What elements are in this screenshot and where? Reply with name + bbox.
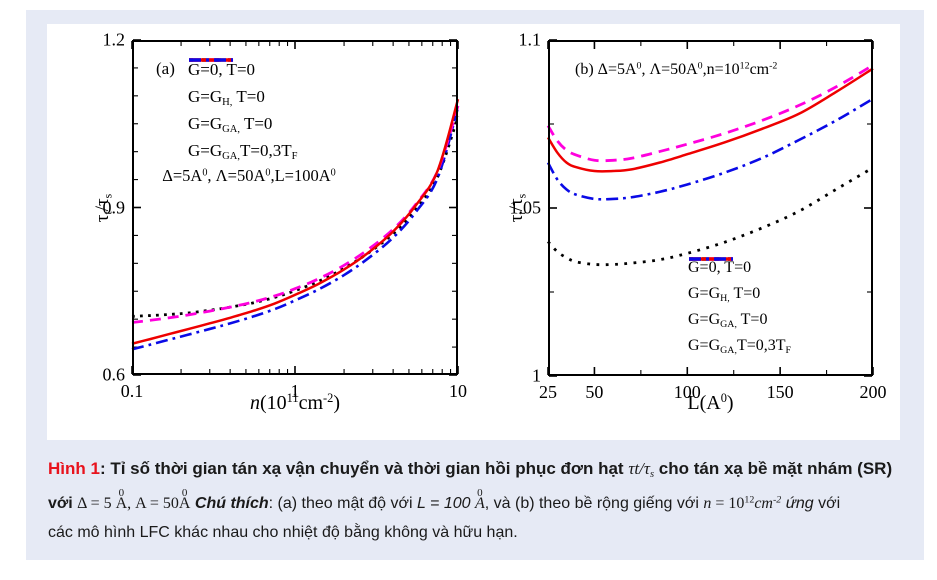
legend-item-gga-t03: G=GGA,T=0,3TF — [688, 257, 792, 359]
legend-label: G=GH, T=0 — [688, 285, 761, 304]
legend-item-gga-t03: G=GGA,T=0,3TF — [188, 58, 298, 164]
caption-line-2: với Δ = 5 0 A, A = 50 0 A Chú thích: (a) th… — [48, 487, 841, 512]
legend-item-gh: G=GH, T=0 — [688, 257, 791, 307]
plot-b-y-axis-label: τt/τs — [506, 193, 529, 223]
plot-b-title: (b) Δ=5A0, Λ=50A0,n=1012cm-2 — [575, 60, 778, 78]
legend-line-sample — [189, 58, 233, 62]
plot-a-legend: G=0, T=0 G=GH, T=0 G=GGA, T=0 G=GGA,T=0,3TF — [188, 56, 297, 164]
curve-g0 — [131, 116, 460, 318]
plot-a: 0.1 1 10 0.6 0.9 1.2 (a) G=0, T=0 G=GH, T=0 G=G… — [92, 30, 467, 415]
legend-label: G=GH, T=0 — [188, 86, 265, 108]
curve-gga-t0 — [546, 67, 874, 173]
curve-gga-t03 — [131, 107, 460, 351]
curve-gga-t03 — [546, 97, 874, 201]
legend-label: G=GGA,T=0,3TF — [188, 140, 298, 162]
plot-a-annotation: Δ=5A0, Λ=50A0,L=100A0 — [162, 166, 336, 185]
legend-item-gga-t0: G=GGA, T=0 — [188, 58, 297, 137]
legend-label: G=GGA, T=0 — [188, 113, 273, 135]
legend-item-gh: G=GH, T=0 — [188, 58, 297, 110]
legend-label: G=0, T=0 — [188, 59, 256, 79]
legend-item-gga-t0: G=GGA, T=0 — [688, 257, 791, 333]
curve-gh — [546, 63, 874, 163]
plot-a-x-axis-label: n(1011cm-2) — [249, 391, 341, 414]
caption-line-3: các mô hình LFC khác nhau cho nhiệt độ b… — [48, 524, 518, 541]
plot-a-y-axis-label: τt/τs — [92, 193, 115, 222]
plot-a-canvas — [131, 39, 460, 376]
plots-card — [47, 24, 900, 440]
curve-g0 — [546, 166, 874, 267]
legend-item-g0: G=0, T=0 — [188, 56, 297, 83]
caption-line-1: Hình 1: Tỉ số thời gian tán xạ vận chuyể… — [48, 459, 893, 481]
curve-gga-t0 — [131, 98, 460, 345]
plot-b-x-axis-label: L(A0) — [687, 391, 734, 414]
figure-caption: Hình 1: Tỉ số thời gian tán xạ vận chuyể… — [48, 457, 908, 545]
plot-a-panel-label: (a) — [156, 59, 175, 78]
legend-label: G=GGA,T=0,3TF — [688, 337, 792, 356]
legend-label: G=0, T=0 — [688, 259, 752, 276]
plot-b-legend: G=0, T=0 G=GH, T=0 G=GGA, T=0 G=GGA,T=0,3TF — [688, 255, 791, 359]
legend-line-sample — [689, 257, 733, 261]
plot-b: 25 50 100 150 200 1 1.05 1.1 (b) Δ=5A0, Λ=50A0,… — [506, 30, 887, 415]
plot-b-canvas — [546, 39, 874, 377]
legend-item-g0: G=0, T=0 — [688, 255, 791, 281]
legend-label: G=GGA, T=0 — [688, 311, 768, 330]
